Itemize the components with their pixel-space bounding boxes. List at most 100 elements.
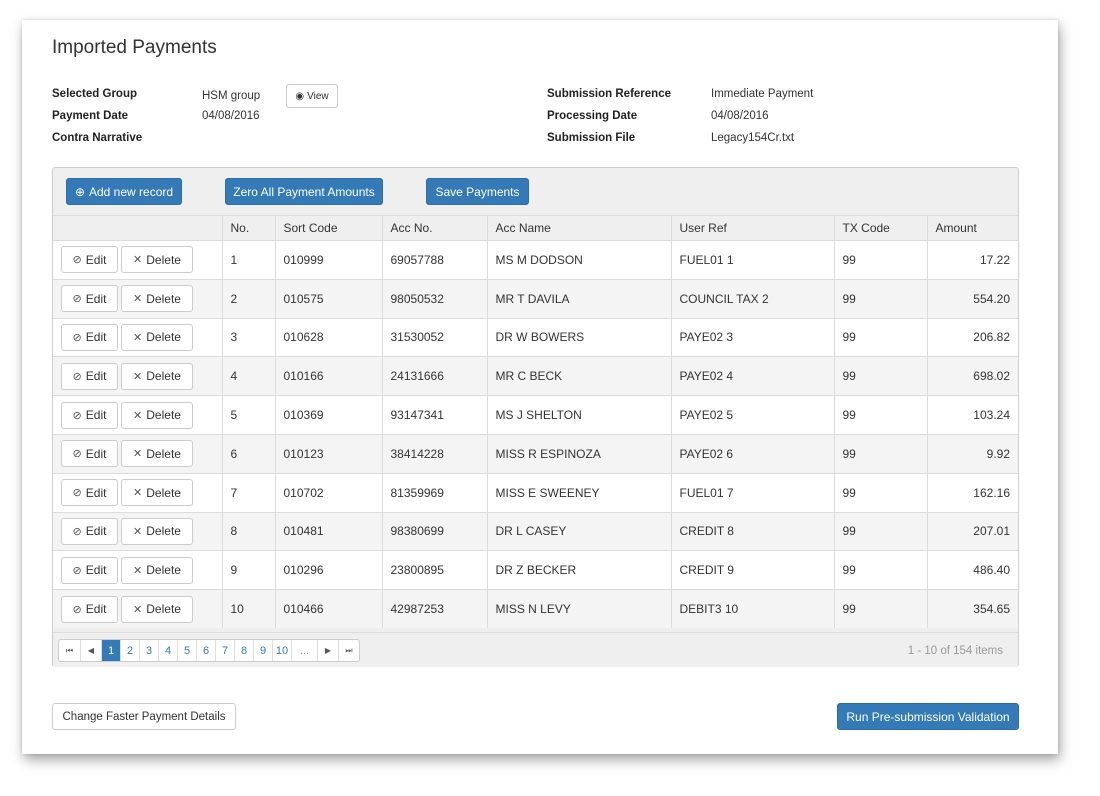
edit-icon: ⊘ (72, 525, 82, 538)
zero-amounts-button[interactable]: Zero All Payment Amounts (225, 178, 383, 205)
submission-reference-value: Immediate Payment (711, 88, 814, 100)
page-link-6[interactable]: 6 (196, 640, 215, 661)
cell-amount: 554.20 (926, 278, 1018, 319)
edit-button[interactable]: ⊘ Edit (61, 440, 118, 468)
edit-icon: ⊘ (72, 331, 82, 344)
edit-button[interactable]: ⊘ Edit (61, 556, 118, 584)
delete-button[interactable]: ✕ Delete (121, 362, 193, 390)
cell-sort-code: 010575 (274, 278, 382, 319)
view-group-button[interactable]: ◉ View (286, 84, 338, 108)
cell-user-ref: CREDIT 8 (670, 511, 834, 551)
cell-acc-no: 42987253 (381, 589, 487, 629)
cell-acc-name: MS M DODSON (486, 240, 671, 280)
table-row: ⊘ Edit ✕ Delete 7 010702 81359969 MISS E SWEENE… (53, 472, 1018, 513)
cell-tx-code: 99 (833, 472, 927, 513)
edit-button[interactable]: ⊘ Edit (61, 362, 118, 390)
cell-no: 4 (221, 356, 275, 396)
add-record-label: Add new record (89, 184, 174, 199)
last-page-icon[interactable]: ⏭ (338, 640, 359, 661)
column-header-acc-name[interactable]: Acc Name (486, 215, 671, 241)
page-link-8[interactable]: 8 (234, 640, 253, 661)
page-link-9[interactable]: 9 (253, 640, 272, 661)
page-link-7[interactable]: 7 (215, 640, 234, 661)
row-actions: ⊘ Edit ✕ Delete (53, 317, 222, 357)
cell-acc-no: 24131666 (381, 356, 487, 396)
first-page-icon[interactable]: ⏮ (65, 645, 74, 655)
cell-acc-no: 31530052 (381, 317, 487, 357)
selected-group-label: Selected Group (52, 88, 137, 100)
page-link-10[interactable]: 10 (272, 640, 291, 661)
cell-sort-code: 010123 (274, 433, 382, 474)
column-header-no[interactable]: No. (221, 215, 275, 241)
cell-tx-code: 99 (833, 240, 927, 280)
column-header-amount[interactable]: Amount (926, 215, 1018, 241)
row-actions: ⊘ Edit ✕ Delete (53, 356, 222, 396)
processing-date-value: 04/08/2016 (711, 110, 769, 122)
edit-button[interactable]: ⊘ Edit (61, 246, 118, 274)
delete-label: Delete (146, 252, 181, 267)
plus-circle-icon: ⊕ (74, 184, 85, 199)
page-link-1[interactable]: 1 (101, 640, 120, 661)
delete-button[interactable]: ✕ Delete (121, 323, 193, 351)
close-icon: ✕ (133, 487, 143, 500)
page-link-5[interactable]: 5 (177, 640, 196, 661)
edit-button[interactable]: ⊘ Edit (61, 595, 118, 623)
delete-button[interactable]: ✕ Delete (121, 285, 193, 313)
delete-button[interactable]: ✕ Delete (121, 517, 193, 545)
edit-icon: ⊘ (72, 409, 82, 422)
cell-amount: 486.40 (926, 550, 1018, 590)
close-icon: ✕ (133, 409, 143, 422)
delete-button[interactable]: ✕ Delete (121, 595, 193, 623)
edit-label: Edit (85, 563, 107, 578)
page-link-3[interactable]: 3 (139, 640, 158, 661)
cell-tx-code: 99 (833, 433, 927, 474)
column-header-user-ref[interactable]: User Ref (670, 215, 834, 241)
cell-tx-code: 99 (833, 550, 927, 590)
change-faster-payment-button[interactable]: Change Faster Payment Details (52, 703, 236, 730)
delete-button[interactable]: ✕ Delete (121, 479, 193, 507)
cell-sort-code: 010702 (274, 472, 382, 513)
page-link-2[interactable]: 2 (120, 640, 139, 661)
delete-button[interactable]: ✕ Delete (121, 401, 193, 429)
cell-acc-name: MR C BECK (486, 356, 671, 396)
cell-amount: 9.92 (926, 433, 1018, 474)
run-validation-button[interactable]: Run Pre-submission Validation (837, 703, 1019, 730)
cell-no: 8 (221, 511, 275, 551)
edit-button[interactable]: ⊘ Edit (61, 517, 118, 545)
page-link-4[interactable]: 4 (158, 640, 177, 661)
selected-group-value: HSM group (202, 90, 261, 102)
table-row: ⊘ Edit ✕ Delete 8 010481 98380699 DR L CASEY CRE… (53, 511, 1018, 551)
edit-button[interactable]: ⊘ Edit (61, 285, 118, 313)
table-row: ⊘ Edit ✕ Delete 1 010999 69057788 MS M DODSON FU… (53, 240, 1018, 280)
cell-tx-code: 99 (833, 395, 927, 435)
edit-button[interactable]: ⊘ Edit (61, 479, 118, 507)
edit-icon: ⊘ (72, 370, 82, 383)
page-ellipsis[interactable]: ... (291, 640, 317, 661)
cell-acc-name: MISS R ESPINOZA (486, 433, 671, 474)
add-record-button[interactable]: ⊕ Add new record (66, 178, 182, 205)
delete-button[interactable]: ✕ Delete (121, 556, 193, 584)
cell-sort-code: 010166 (274, 356, 382, 396)
cell-sort-code: 010628 (274, 317, 382, 357)
edit-button[interactable]: ⊘ Edit (61, 401, 118, 429)
cell-acc-no: 23800895 (381, 550, 487, 590)
column-header-sort-code[interactable]: Sort Code (274, 215, 382, 241)
column-header-acc-no[interactable]: Acc No. (381, 215, 487, 241)
prev-page-icon[interactable]: ◀ (80, 640, 101, 661)
delete-button[interactable]: ✕ Delete (121, 440, 193, 468)
submission-file-label: Submission File (547, 132, 636, 144)
payments-grid: ⊕ Add new record Zero All Payment Amount… (52, 167, 1019, 667)
column-header-tx-code[interactable]: TX Code (833, 215, 927, 241)
cell-amount: 103.24 (926, 395, 1018, 435)
cell-amount: 207.01 (926, 511, 1018, 551)
edit-button[interactable]: ⊘ Edit (61, 323, 118, 351)
pager: ⏮ ◀ 1 2 3 4 5 6 7 8 9 10... ▶ ⏭ 1 - 10 of 154 items (53, 632, 1018, 667)
delete-button[interactable]: ✕ Delete (121, 246, 193, 274)
pager-info: 1 - 10 of 154 items (907, 645, 1003, 657)
next-page-icon[interactable]: ▶ (317, 640, 338, 661)
cell-tx-code: 99 (833, 589, 927, 629)
cell-acc-no: 38414228 (381, 433, 487, 474)
save-payments-button[interactable]: Save Payments (426, 178, 529, 205)
eye-icon: ◉ (295, 90, 305, 102)
close-icon: ✕ (133, 254, 143, 267)
